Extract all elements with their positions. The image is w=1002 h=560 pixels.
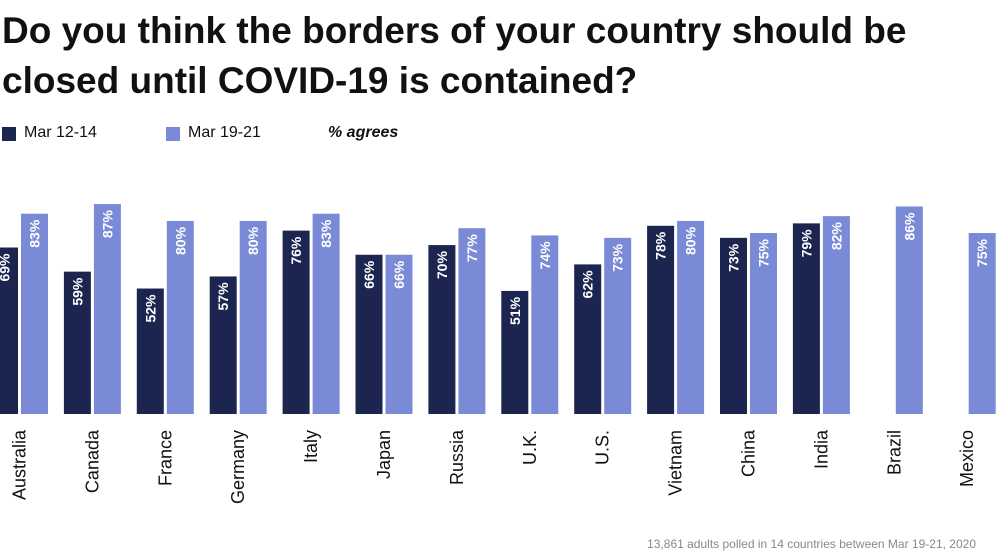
bar-1-uk	[501, 290, 529, 414]
category-label-india: India	[811, 429, 831, 469]
bar-1-australia	[0, 247, 18, 414]
bar-1-india	[792, 223, 820, 414]
category-label-france: France	[155, 430, 175, 486]
bar-1-germany	[209, 276, 237, 414]
bar-2-brazil	[895, 206, 923, 414]
data-label-2-china: 75%	[756, 238, 772, 267]
bar-2-canada	[93, 204, 121, 414]
bar-1-china	[720, 237, 747, 414]
category-label-germany: Germany	[228, 430, 248, 504]
bar-2-italy	[312, 213, 340, 414]
category-label-vietnam: Vietnam	[666, 430, 686, 496]
data-label-2-brazil: 86%	[901, 212, 917, 241]
category-label-russia: Russia	[447, 429, 467, 485]
data-label-2-uk: 74%	[537, 241, 553, 270]
data-label-2-canada: 87%	[99, 210, 115, 239]
bar-2-germany	[239, 220, 267, 414]
bar-1-canada	[63, 271, 91, 414]
bar-1-france	[136, 288, 164, 414]
category-label-china: China	[739, 429, 759, 477]
category-label-italy: Italy	[301, 430, 321, 463]
data-label-1-china: 73%	[726, 243, 742, 272]
bar-1-russia	[428, 245, 456, 414]
data-label-1-vietnam: 78%	[653, 231, 669, 260]
bar-2-vietnam	[677, 220, 705, 414]
bar-1-us	[574, 264, 602, 414]
category-label-japan: Japan	[374, 430, 394, 479]
bar-2-china	[750, 233, 777, 414]
data-label-1-france: 52%	[142, 294, 158, 323]
data-label-1-germany: 57%	[215, 282, 231, 311]
data-label-1-italy: 76%	[288, 236, 304, 265]
category-label-brazil: Brazil	[884, 430, 904, 475]
bar-2-india	[822, 216, 850, 414]
data-label-1-uk: 51%	[507, 296, 523, 325]
chart-title: Do you think the borders of your country…	[2, 10, 907, 101]
data-label-1-canada: 59%	[69, 277, 85, 306]
data-label-1-india: 79%	[798, 229, 814, 258]
category-label-uk: U.K.	[520, 430, 540, 465]
category-label-mexico: Mexico	[957, 430, 977, 487]
bar-chart: 69% 83% Australia 59% 87% Canada 52% 80% France 5…	[0, 204, 996, 504]
data-label-1-us: 62%	[580, 270, 596, 299]
category-label-australia: Australia	[10, 429, 30, 500]
data-label-1-japan: 66%	[361, 260, 377, 289]
legend-swatch-series-1	[2, 127, 16, 141]
legend-swatch-series-2	[166, 127, 180, 141]
bar-2-uk	[531, 235, 559, 414]
unit-note: % agrees	[328, 124, 399, 141]
data-label-2-russia: 77%	[464, 234, 480, 263]
bar-2-us	[604, 237, 632, 414]
footnote: 13,861 adults polled in 14 countries bet…	[647, 537, 976, 551]
data-label-2-india: 82%	[828, 222, 844, 251]
bar-1-japan	[355, 254, 383, 414]
legend-label-series-2: Mar 19-21	[188, 124, 261, 141]
bar-2-france	[166, 220, 194, 414]
data-label-2-germany: 80%	[245, 226, 261, 255]
data-label-1-russia: 70%	[434, 251, 450, 280]
bar-2-mexico	[968, 233, 996, 414]
category-label-canada: Canada	[82, 429, 102, 493]
bar-1-vietnam	[647, 225, 675, 414]
data-label-2-mexico: 75%	[974, 238, 990, 267]
data-label-2-japan: 66%	[391, 260, 407, 289]
bar-2-russia	[458, 228, 486, 414]
data-label-2-vietnam: 80%	[683, 226, 699, 255]
legend-label-series-1: Mar 12-14	[24, 124, 97, 141]
bar-2-japan	[385, 254, 413, 414]
data-label-1-australia: 69%	[0, 253, 13, 282]
data-label-2-france: 80%	[172, 226, 188, 255]
category-label-us: U.S.	[593, 430, 613, 465]
bar-1-italy	[282, 230, 310, 414]
data-label-2-australia: 83%	[27, 219, 43, 248]
data-label-2-italy: 83%	[318, 219, 334, 248]
data-label-2-us: 73%	[610, 243, 626, 272]
bar-2-australia	[21, 213, 48, 414]
